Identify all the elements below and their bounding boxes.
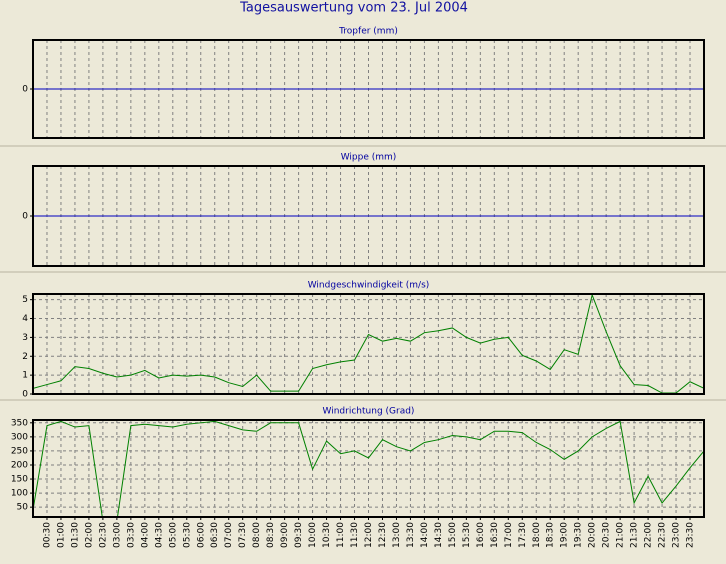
y-tick-label: 4 bbox=[22, 314, 28, 324]
plot-frame bbox=[32, 165, 705, 267]
x-tick-label: 14:30 bbox=[434, 522, 444, 548]
x-tick-label: 16:00 bbox=[476, 522, 486, 548]
x-tick-label: 00:30 bbox=[42, 522, 52, 548]
x-tick-label: 21:00 bbox=[616, 522, 626, 548]
x-tick-label: 04:00 bbox=[140, 522, 150, 548]
plot-frame bbox=[32, 293, 705, 395]
x-tick-label: 18:00 bbox=[532, 522, 542, 548]
y-tick-label: 0 bbox=[22, 85, 28, 95]
x-tick-label: 11:00 bbox=[336, 522, 346, 548]
x-tick-label: 10:30 bbox=[322, 522, 332, 548]
x-tick-label: 05:00 bbox=[168, 522, 178, 548]
panel-title: Windrichtung (Grad) bbox=[323, 407, 415, 417]
x-tick-label: 13:00 bbox=[392, 522, 402, 548]
x-tick-label: 19:00 bbox=[560, 522, 570, 548]
x-tick-label: 12:00 bbox=[364, 522, 374, 548]
x-tick-label: 20:30 bbox=[602, 522, 612, 548]
x-tick-label: 22:30 bbox=[658, 522, 668, 548]
x-tick-label: 14:00 bbox=[420, 522, 430, 548]
x-tick-label: 03:30 bbox=[126, 522, 136, 548]
y-tick-label: 200 bbox=[11, 460, 28, 470]
panel-title: Windgeschwindigkeit (m/s) bbox=[308, 281, 430, 291]
y-tick-label: 5 bbox=[22, 295, 28, 305]
plot-frame bbox=[32, 39, 705, 139]
x-tick-label: 18:30 bbox=[546, 522, 556, 548]
x-tick-label: 22:00 bbox=[644, 522, 654, 548]
x-tick-label: 08:30 bbox=[266, 522, 276, 548]
x-tick-label: 23:30 bbox=[686, 522, 696, 548]
x-tick-label: 01:30 bbox=[70, 522, 80, 548]
x-tick-label: 03:00 bbox=[112, 522, 122, 548]
x-tick-label: 02:30 bbox=[98, 522, 108, 548]
x-tick-label: 17:00 bbox=[504, 522, 514, 548]
x-tick-label: 09:30 bbox=[294, 522, 304, 548]
y-tick-label: 1 bbox=[22, 371, 28, 381]
page-title: Tagesauswertung vom 23. Jul 2004 bbox=[239, 1, 468, 16]
x-tick-label: 07:30 bbox=[238, 522, 248, 548]
x-tick-label: 13:30 bbox=[406, 522, 416, 548]
x-tick-label: 08:00 bbox=[252, 522, 262, 548]
x-tick-label: 15:30 bbox=[462, 522, 472, 548]
x-tick-label: 15:00 bbox=[448, 522, 458, 548]
y-tick-label: 0 bbox=[22, 212, 28, 222]
y-tick-label: 250 bbox=[11, 446, 28, 456]
x-tick-label: 23:00 bbox=[672, 522, 682, 548]
x-tick-label: 11:30 bbox=[350, 522, 360, 548]
data-line bbox=[33, 420, 704, 517]
x-tick-label: 17:30 bbox=[518, 522, 528, 548]
y-tick-label: 300 bbox=[11, 432, 28, 442]
panel-title: Tropfer (mm) bbox=[338, 27, 398, 37]
y-tick-label: 50 bbox=[17, 503, 29, 513]
x-tick-label: 06:30 bbox=[210, 522, 220, 548]
x-tick-label: 20:00 bbox=[588, 522, 598, 548]
x-tick-label: 09:00 bbox=[280, 522, 290, 548]
x-tick-label: 12:30 bbox=[378, 522, 388, 548]
x-tick-label: 07:00 bbox=[224, 522, 234, 548]
x-tick-label: 01:00 bbox=[56, 522, 66, 548]
x-tick-label: 21:30 bbox=[630, 522, 640, 548]
plot bbox=[33, 420, 704, 517]
x-tick-label: 10:00 bbox=[308, 522, 318, 548]
x-tick-label: 04:30 bbox=[154, 522, 164, 548]
x-tick-label: 05:30 bbox=[182, 522, 192, 548]
y-tick-label: 150 bbox=[11, 475, 28, 485]
y-tick-label: 3 bbox=[22, 333, 28, 343]
y-tick-label: 350 bbox=[11, 418, 28, 428]
y-tick-label: 100 bbox=[11, 489, 28, 499]
y-tick-label: 0 bbox=[22, 390, 28, 400]
y-tick-label: 2 bbox=[22, 352, 28, 362]
panel-title: Wippe (mm) bbox=[341, 153, 397, 163]
x-tick-label: 19:30 bbox=[574, 522, 584, 548]
x-tick-label: 16:30 bbox=[490, 522, 500, 548]
x-tick-label: 02:00 bbox=[84, 522, 94, 548]
x-tick-label: 06:00 bbox=[196, 522, 206, 548]
